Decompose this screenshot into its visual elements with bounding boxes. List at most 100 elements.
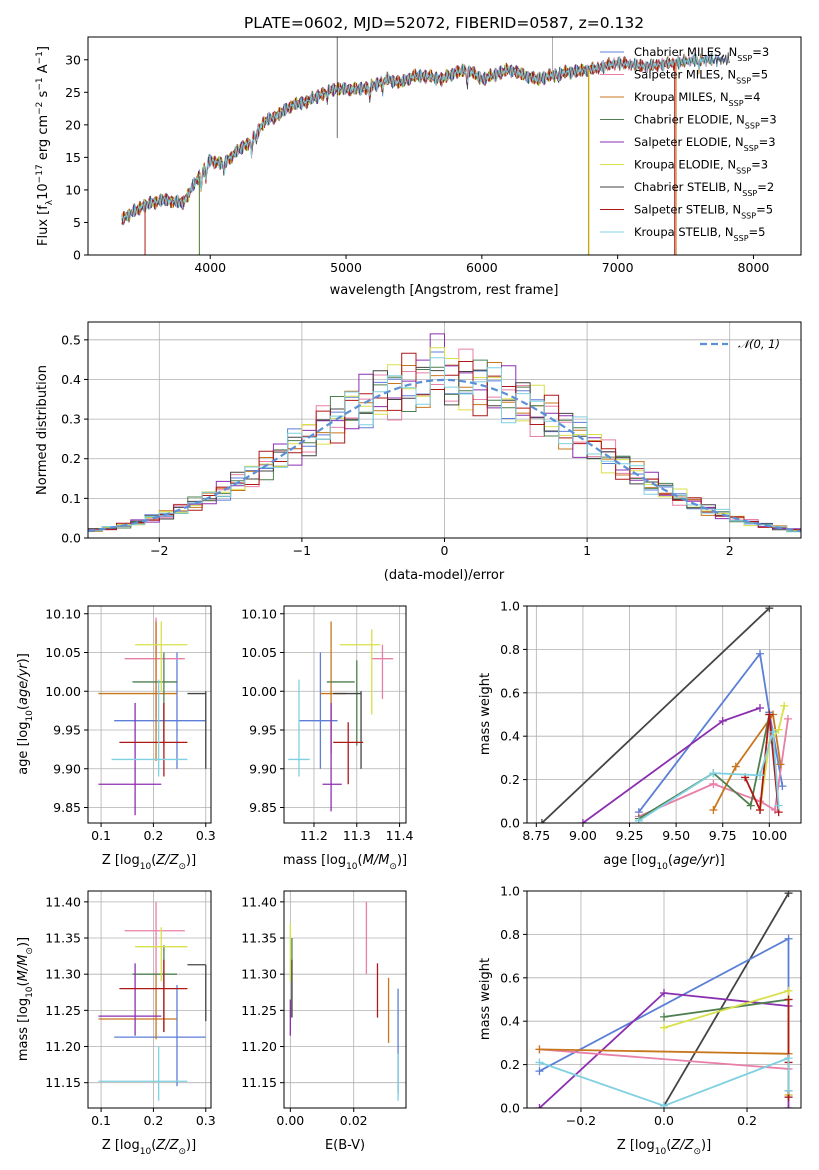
x-tick-label: 5000 <box>330 260 362 275</box>
x-tick-label: 0.00 <box>276 1113 304 1128</box>
x-tick-label: 9.25 <box>616 828 644 843</box>
weight-marker <box>660 1023 668 1032</box>
y-tick-label: 11.15 <box>241 1075 277 1090</box>
weight-line <box>712 712 782 811</box>
weight-marker <box>783 714 792 723</box>
age_vs_mass-panel: 11.2 11.3 11.4 9.85 9.90 9.95 10.00 10.05 10.10 m… <box>241 605 414 872</box>
y-tick-label: 0.4 <box>500 729 520 744</box>
y-tick-label: 0.1 <box>61 491 81 506</box>
weight_vs_age-panel: 8.75 9.00 9.25 9.50 9.75 10.00 0.0 0.2 0.4 0.6 0.8… <box>478 599 802 872</box>
x-tick-label: 0.3 <box>196 828 216 843</box>
weight-line <box>663 989 790 1095</box>
x-tick-label: −2 <box>150 543 168 558</box>
y-axis-label: mass weight <box>478 673 493 755</box>
spectrum-plot-area <box>121 37 731 255</box>
y-tick-label: 0.0 <box>500 1101 520 1116</box>
x-axis-label: (data-model)/error <box>384 568 505 583</box>
y-tick-label: 5 <box>73 215 81 230</box>
x-tick-label: 9.00 <box>569 828 597 843</box>
y-tick-label: 11.40 <box>241 894 277 909</box>
age_vs_Z-panel: 0.1 0.2 0.3 9.85 9.90 9.95 10.00 10.05 10.10 Z [l… <box>16 605 216 872</box>
weight-marker <box>776 760 785 769</box>
age_vs_Z-frame <box>87 605 212 824</box>
weight-marker <box>578 819 587 823</box>
x-tick-label: 0.0 <box>654 1113 674 1128</box>
weight-marker <box>765 606 774 613</box>
residuals-panel: −2 −1 0 1 2 0.0 0.1 0.2 0.3 0.4 0.5 (data-model)/er… <box>35 321 802 583</box>
x-tick-label: 11.2 <box>300 828 328 843</box>
y-tick-label: 11.40 <box>45 894 81 909</box>
x-tick-label: 0.3 <box>196 1113 216 1128</box>
x-tick-label: 8000 <box>738 260 770 275</box>
weight-marker <box>784 1054 793 1063</box>
legend-label: Chabrier STELIB, NSSP=2 <box>634 180 774 198</box>
weight-line <box>541 607 770 823</box>
y-tick-label: 25 <box>65 85 81 100</box>
weight-line <box>539 1056 790 1107</box>
x-tick-label: 4000 <box>194 260 226 275</box>
x-axis-label: Z [log10(Z/Z⊙)] <box>102 1138 196 1157</box>
weight-line <box>582 707 761 823</box>
x-tick-label: 6000 <box>466 260 498 275</box>
y-tick-label: 0.2 <box>61 451 81 466</box>
mass_vs_EBV-plot-area <box>289 901 399 1101</box>
weight-marker <box>731 762 740 771</box>
x-tick-label: 0 <box>441 543 449 558</box>
y-tick-label: 10.00 <box>241 684 277 699</box>
weight_vs_Z-panel: −0.2 0.0 0.2 0.0 0.2 0.4 0.6 0.8 1.0 Z [log10(Z/Z… <box>478 884 802 1157</box>
y-tick-label: 0 <box>73 248 81 263</box>
y-tick-label: 0.8 <box>500 927 520 942</box>
legend-label: Kroupa MILES, NSSP=4 <box>634 90 760 108</box>
y-tick-label: 0.4 <box>61 372 81 387</box>
weight-marker <box>660 1012 668 1021</box>
x-axis-label: age [log10(age/yr)] <box>603 853 725 872</box>
weight-marker <box>774 801 783 810</box>
x-tick-label: 0.2 <box>143 1113 163 1128</box>
y-tick-label: 11.15 <box>45 1075 81 1090</box>
x-tick-label: 0.1 <box>91 828 111 843</box>
mass_vs_Z-frame <box>87 890 212 1109</box>
y-tick-label: 10 <box>65 182 81 197</box>
weight-marker <box>784 891 793 898</box>
y-tick-label: 0.6 <box>500 970 520 985</box>
weight-line <box>638 651 784 813</box>
weight-marker <box>784 1086 793 1095</box>
x-tick-label: −0.2 <box>566 1113 596 1128</box>
y-tick-label: 0.0 <box>500 816 520 831</box>
weight-marker <box>709 779 718 788</box>
y-tick-label: 9.90 <box>249 761 277 776</box>
x-tick-label: 9.75 <box>709 828 737 843</box>
y-tick-label: 11.25 <box>45 1003 81 1018</box>
weight-marker <box>755 805 764 814</box>
spectrum-line <box>121 53 714 222</box>
x-tick-label: 11.3 <box>343 828 371 843</box>
legend-label: Chabrier ELODIE, NSSP=3 <box>634 113 777 131</box>
y-tick-label: 10.05 <box>45 645 81 660</box>
x-axis-label: Z [log10(Z/Z⊙)] <box>617 1138 711 1157</box>
weight-marker <box>784 1104 793 1108</box>
weight-line <box>663 998 790 1091</box>
legend-label: Chabrier MILES, NSSP=3 <box>634 45 769 63</box>
y-tick-label: 0.8 <box>500 642 520 657</box>
y-tick-label: 0.4 <box>500 1014 520 1029</box>
x-axis-label: Z [log10(Z/Z⊙)] <box>102 853 196 872</box>
weight-marker <box>755 649 764 658</box>
y-tick-label: 10.10 <box>241 606 277 621</box>
weight-marker <box>755 703 764 712</box>
weight-line <box>759 705 786 811</box>
weight_vs_age-frame <box>526 605 802 824</box>
y-tick-label: 11.35 <box>241 931 277 946</box>
y-tick-label: 11.35 <box>45 931 81 946</box>
age_vs_mass-frame <box>283 605 407 824</box>
residuals-plot-area <box>88 333 801 533</box>
x-tick-label: 0.2 <box>737 1113 757 1128</box>
y-tick-label: 15 <box>65 150 81 165</box>
y-tick-label: 9.85 <box>249 800 277 815</box>
y-tick-label: 9.90 <box>53 761 81 776</box>
weight-marker <box>535 1067 544 1076</box>
y-tick-label: 30 <box>65 52 81 67</box>
x-tick-label: 1 <box>583 543 591 558</box>
legend-label: Salpeter MILES, NSSP=5 <box>634 68 768 86</box>
chart-title: PLATE=0602, MJD=52072, FIBERID=0587, z=0… <box>244 14 644 32</box>
